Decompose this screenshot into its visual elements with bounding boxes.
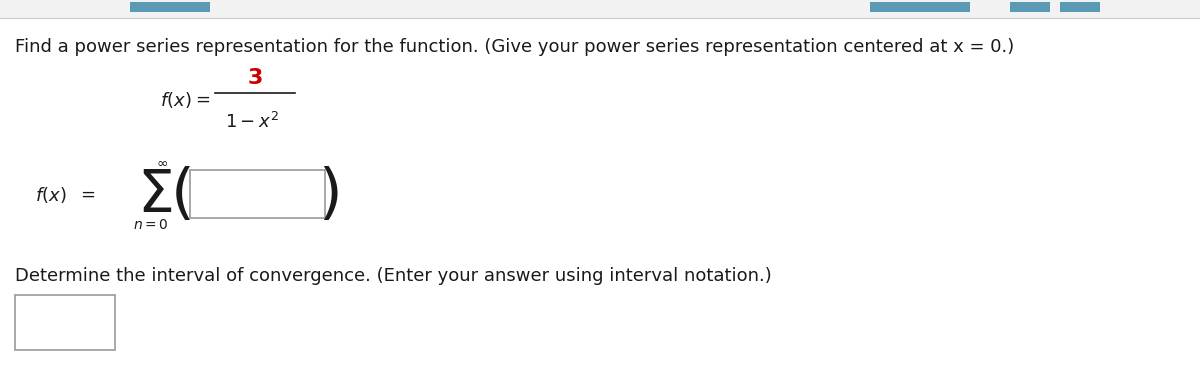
Text: $1 - x^2$: $1 - x^2$ — [226, 112, 278, 132]
Text: Find a power series representation for the function. (Give your power series rep: Find a power series representation for t… — [14, 38, 1014, 56]
FancyBboxPatch shape — [870, 2, 970, 12]
Text: (: ( — [172, 165, 194, 225]
FancyBboxPatch shape — [0, 0, 1200, 18]
Text: $\infty$: $\infty$ — [156, 156, 168, 170]
Text: $f(x)$: $f(x)$ — [35, 185, 66, 205]
Text: Determine the interval of convergence. (Enter your answer using interval notatio: Determine the interval of convergence. (… — [14, 267, 772, 285]
FancyBboxPatch shape — [190, 170, 325, 218]
Text: 3: 3 — [247, 68, 263, 88]
FancyBboxPatch shape — [1060, 2, 1100, 12]
Text: $f(x)$: $f(x)$ — [160, 90, 192, 110]
Text: $\Sigma$: $\Sigma$ — [138, 166, 173, 223]
Text: $n = 0$: $n = 0$ — [133, 218, 169, 232]
FancyBboxPatch shape — [1010, 2, 1050, 12]
FancyBboxPatch shape — [14, 295, 115, 350]
Text: ): ) — [318, 165, 342, 225]
Text: =: = — [80, 186, 95, 204]
FancyBboxPatch shape — [130, 2, 210, 12]
Text: =: = — [194, 91, 210, 109]
